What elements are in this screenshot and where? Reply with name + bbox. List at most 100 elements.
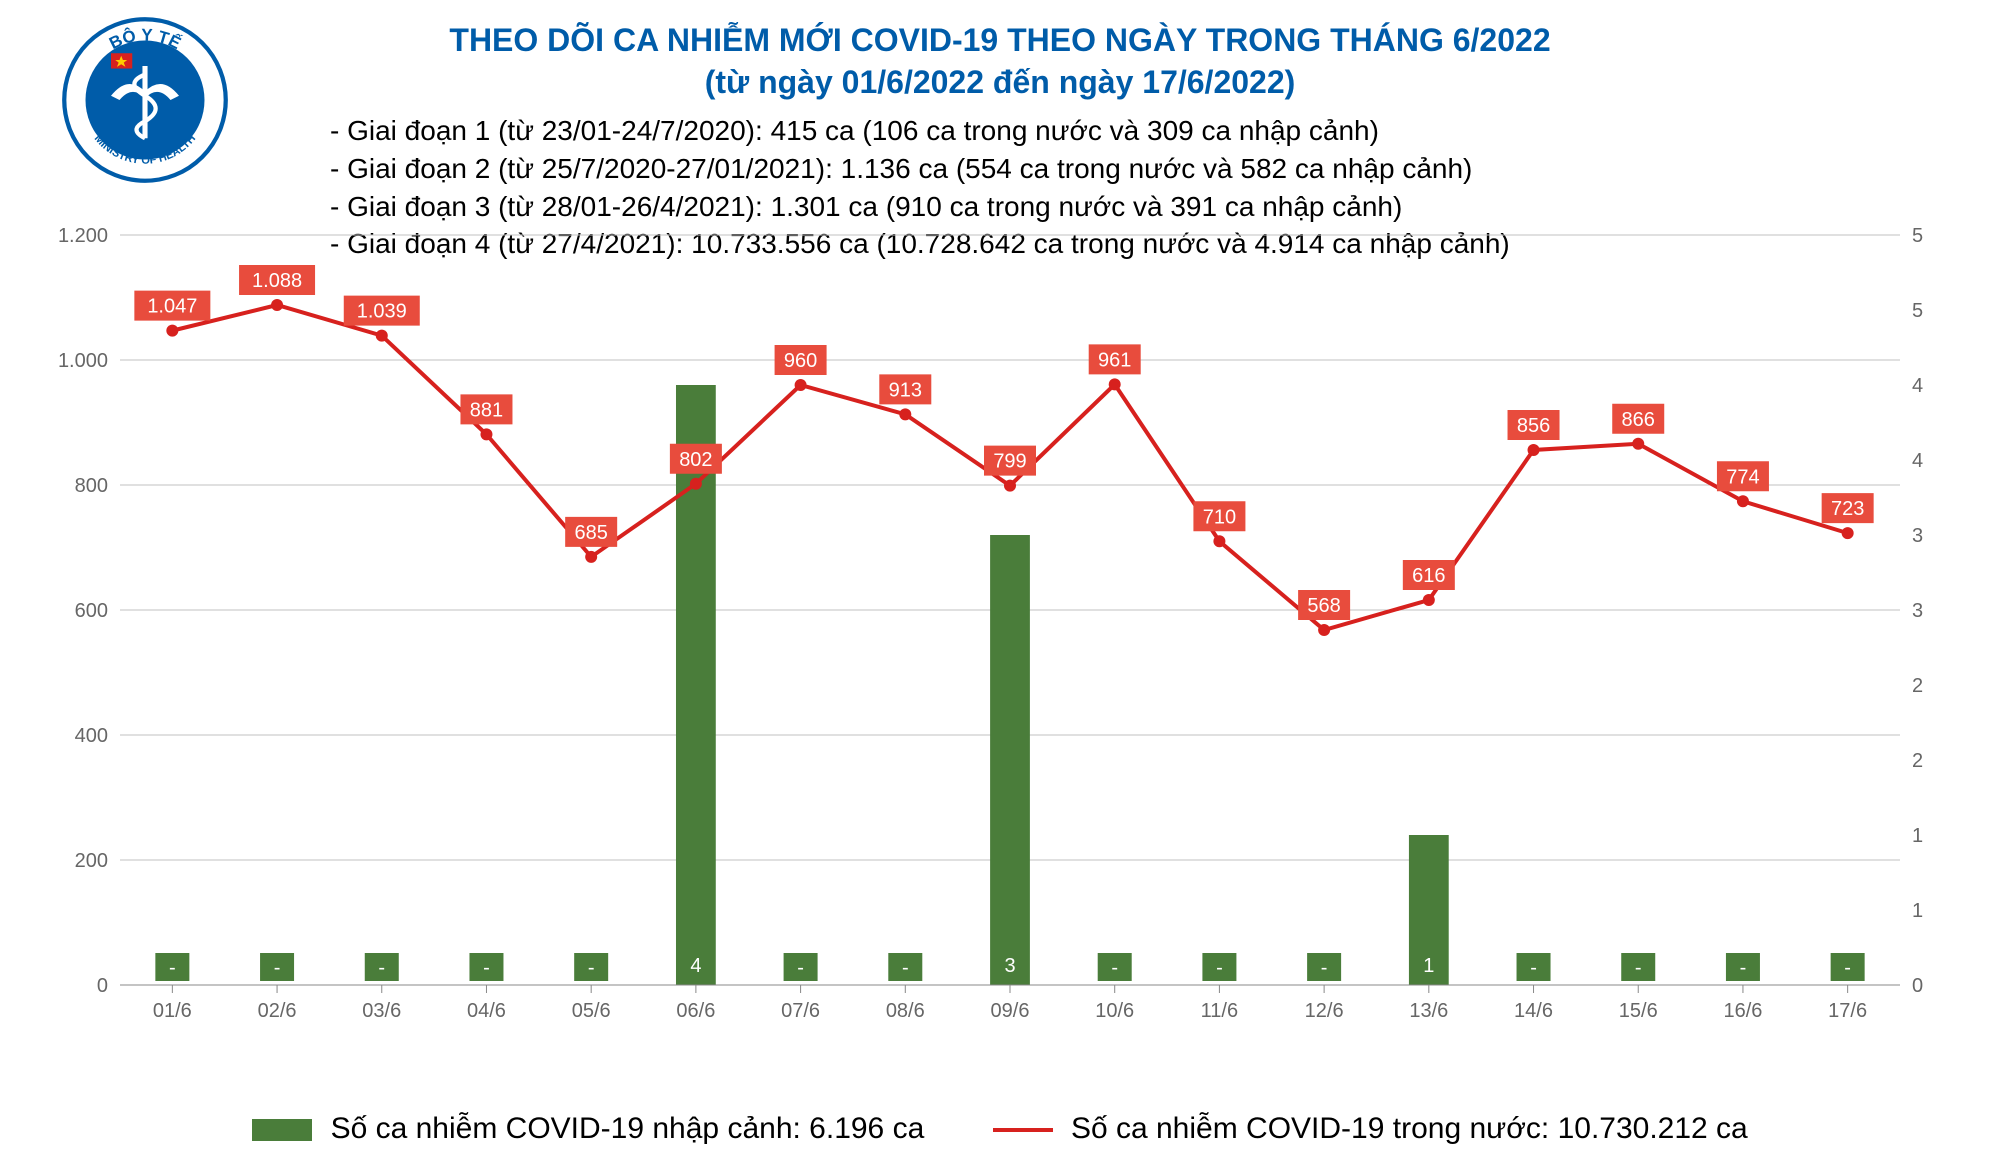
bar (676, 385, 716, 985)
bar-value-label: - (483, 957, 490, 979)
line-value-label: 774 (1726, 466, 1759, 488)
bar-value-label: - (1740, 957, 1747, 979)
x-tick-label: 11/6 (1201, 1000, 1238, 1022)
bar-value-label: - (588, 957, 595, 979)
y-left-tick: 600 (75, 600, 108, 622)
y-right-tick: 3 (1912, 525, 1923, 547)
x-tick-label: 17/6 (1828, 1000, 1867, 1022)
line-value-label: 913 (889, 379, 922, 401)
line-marker (1213, 535, 1225, 547)
line-value-label: 1.039 (357, 301, 407, 323)
bar-value-label: - (902, 957, 909, 979)
line-marker (1842, 527, 1854, 539)
x-tick-label: 07/6 (781, 1000, 820, 1022)
x-tick-label: 03/6 (362, 1000, 401, 1022)
page: BỘ Y TẾ MINISTRY OF HEALTH THEO DÕI CA N… (0, 0, 2000, 1152)
note-2: - Giai đoạn 2 (từ 25/7/2020-27/01/2021):… (330, 150, 1510, 188)
bar-value-label: - (1844, 957, 1851, 979)
title-line-1: THEO DÕI CA NHIỄM MỚI COVID-19 THEO NGÀY… (0, 20, 2000, 62)
y-left-tick: 1.200 (58, 225, 108, 247)
x-tick-label: 10/6 (1095, 1000, 1134, 1022)
bar-value-label: - (1635, 957, 1642, 979)
line-marker (899, 408, 911, 420)
y-right-tick: 0 (1912, 975, 1923, 997)
chart-title: THEO DÕI CA NHIỄM MỚI COVID-19 THEO NGÀY… (0, 20, 2000, 103)
line-value-label: 961 (1098, 349, 1131, 371)
bar-value-label: 3 (1004, 955, 1015, 977)
y-left-tick: 200 (75, 850, 108, 872)
y-left-tick: 1.000 (58, 350, 108, 372)
line-value-label: 866 (1622, 409, 1655, 431)
x-tick-label: 12/6 (1305, 1000, 1344, 1022)
line-marker (795, 379, 807, 391)
y-right-tick: 4 (1912, 450, 1923, 472)
line-marker (1737, 495, 1749, 507)
x-tick-label: 02/6 (258, 1000, 297, 1022)
combo-chart: 0 200 400 600 800 1.000 1.200 0 1 1 2 2 3 3 4 4 5 5 - - - - - 4… (40, 225, 1960, 1045)
line-swatch-icon (993, 1128, 1053, 1132)
bar-value-label: - (274, 957, 281, 979)
y-right-tick: 2 (1912, 675, 1923, 697)
line-value-label: 723 (1831, 498, 1864, 520)
y-left-tick: 0 (97, 975, 108, 997)
line-value-label: 1.047 (147, 296, 197, 318)
line-marker (690, 478, 702, 490)
legend: Số ca nhiễm COVID-19 nhập cảnh: 6.196 ca… (0, 1111, 2000, 1146)
bar-value-label: - (797, 957, 804, 979)
line-value-label: 960 (784, 350, 817, 372)
line-value-label: 1.088 (252, 270, 302, 292)
legend-line-item: Số ca nhiễm COVID-19 trong nước: 10.730.… (993, 1112, 1748, 1146)
legend-bar-label: Số ca nhiễm COVID-19 nhập cảnh: 6.196 ca (331, 1112, 925, 1145)
x-tick-label: 04/6 (467, 1000, 506, 1022)
line-value-label: 685 (574, 522, 607, 544)
bar-value-label: 1 (1423, 955, 1434, 977)
legend-bar-item: Số ca nhiễm COVID-19 nhập cảnh: 6.196 ca (252, 1112, 924, 1146)
line-marker (1004, 480, 1016, 492)
note-3: - Giai đoạn 3 (từ 28/01-26/4/2021): 1.30… (330, 188, 1510, 226)
y-left-tick: 800 (75, 475, 108, 497)
y-right-tick: 1 (1912, 825, 1923, 847)
bar-value-label: - (1321, 957, 1328, 979)
x-tick-label: 16/6 (1723, 1000, 1762, 1022)
y-right-tick: 1 (1912, 900, 1923, 922)
line-value-label: 802 (679, 449, 712, 471)
y-right-tick: 3 (1912, 600, 1923, 622)
bar-value-label: - (378, 957, 385, 979)
y-left-tick: 400 (75, 725, 108, 747)
y-right-tick: 2 (1912, 750, 1923, 772)
line-marker (480, 428, 492, 440)
line-marker (1318, 624, 1330, 636)
line-marker (585, 551, 597, 563)
bar-value-label: 4 (690, 955, 701, 977)
line-marker (1109, 378, 1121, 390)
x-tick-label: 09/6 (991, 1000, 1030, 1022)
line-value-label: 616 (1412, 565, 1445, 587)
line-marker (271, 299, 283, 311)
bar-value-label: - (1216, 957, 1223, 979)
bar-value-label: - (1111, 957, 1118, 979)
note-1: - Giai đoạn 1 (từ 23/01-24/7/2020): 415 … (330, 112, 1510, 150)
line-marker (1528, 444, 1540, 456)
line-value-label: 856 (1517, 415, 1550, 437)
line-value-label: 799 (993, 451, 1026, 473)
line-marker (376, 330, 388, 342)
line-marker (1423, 594, 1435, 606)
legend-line-label: Số ca nhiễm COVID-19 trong nước: 10.730.… (1071, 1112, 1748, 1145)
x-tick-label: 08/6 (886, 1000, 925, 1022)
x-tick-label: 06/6 (676, 1000, 715, 1022)
line-value-label: 568 (1307, 595, 1340, 617)
x-tick-label: 01/6 (153, 1000, 192, 1022)
line-marker (1632, 438, 1644, 450)
title-line-2: (từ ngày 01/6/2022 đến ngày 17/6/2022) (0, 62, 2000, 104)
x-tick-label: 14/6 (1514, 1000, 1553, 1022)
y-right-tick: 5 (1912, 300, 1923, 322)
chart-svg: 0 200 400 600 800 1.000 1.200 0 1 1 2 2 3 3 4 4 5 5 - - - - - 4… (40, 225, 1960, 1045)
bar (990, 535, 1030, 985)
bar-value-label: - (1530, 957, 1537, 979)
line-marker (166, 325, 178, 337)
y-right-tick: 4 (1912, 375, 1923, 397)
bar-swatch-icon (252, 1119, 312, 1141)
y-right-tick: 5 (1912, 225, 1923, 247)
x-tick-label: 15/6 (1619, 1000, 1658, 1022)
bar-value-label: - (169, 957, 176, 979)
